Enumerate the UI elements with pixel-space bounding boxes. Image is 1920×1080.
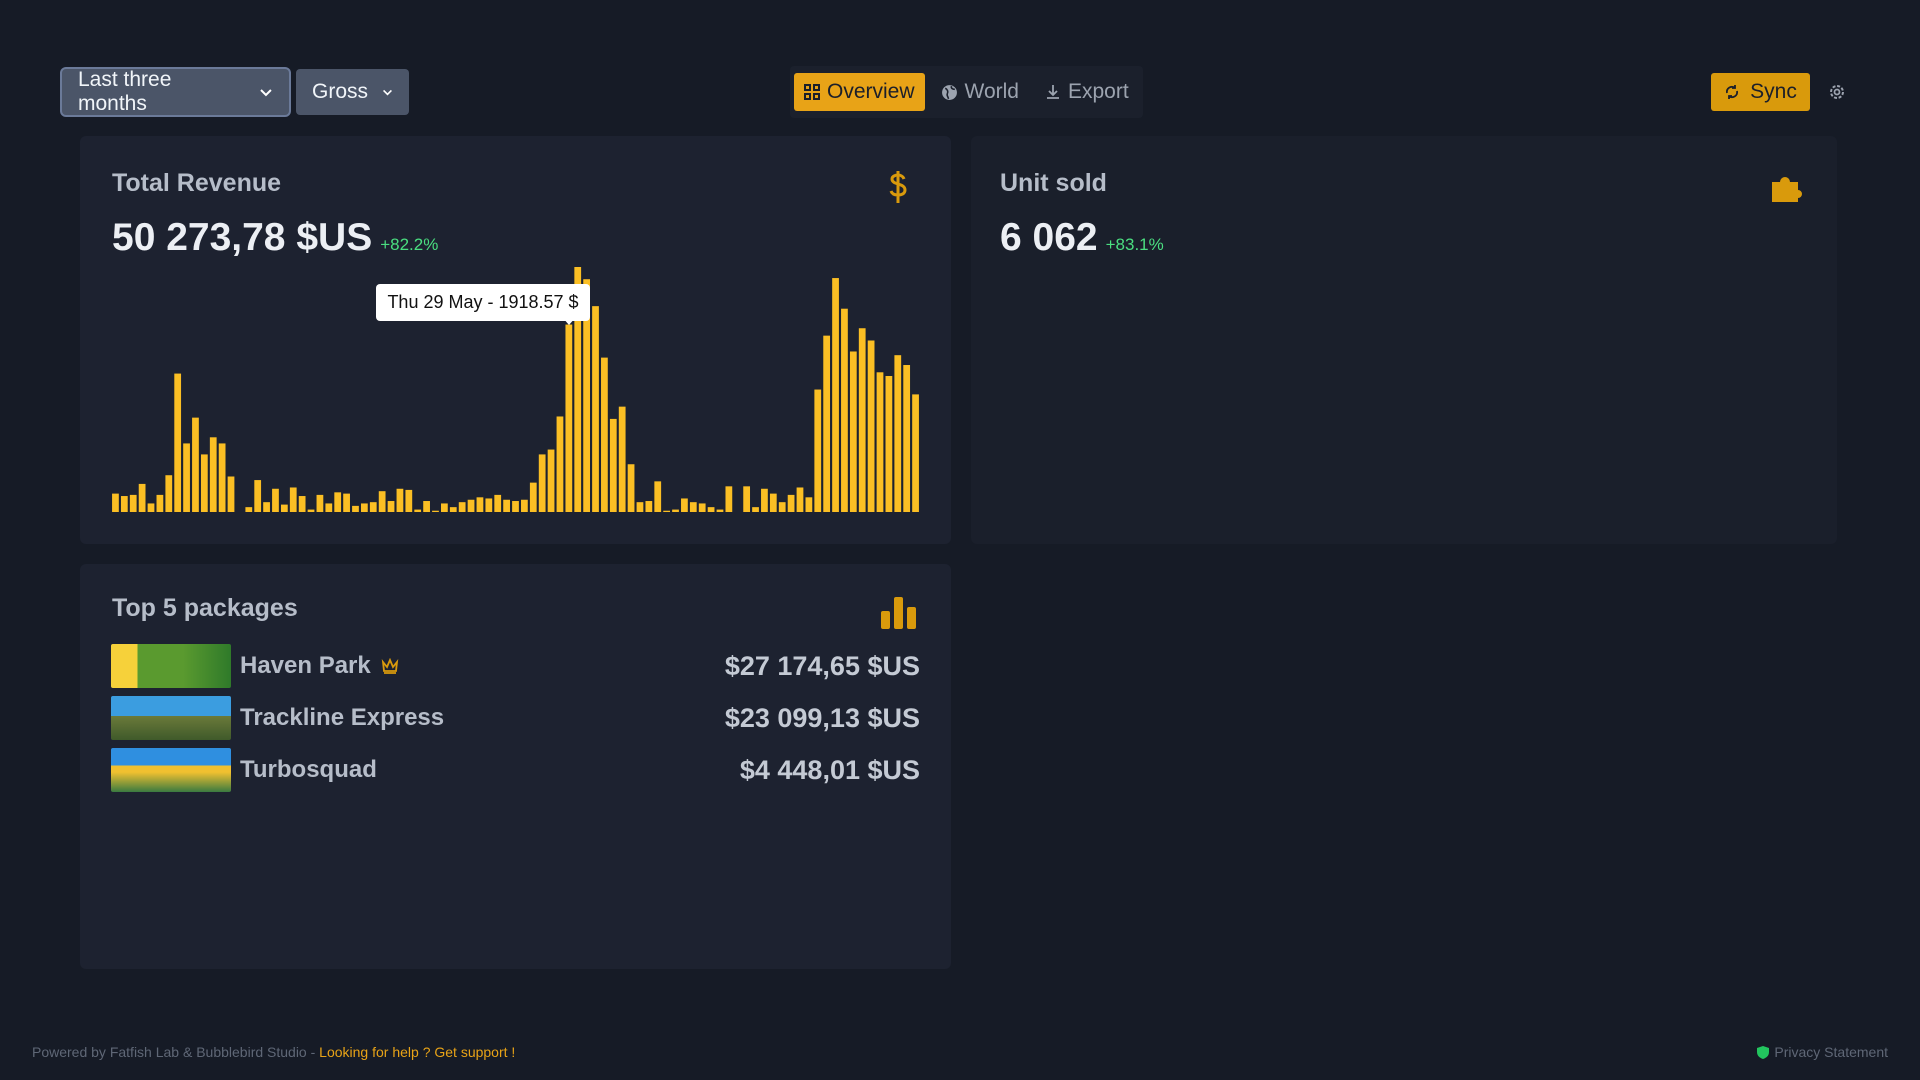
settings-icon[interactable] [1827, 82, 1847, 102]
puzzle-icon [1772, 177, 1802, 202]
package-name: Trackline Express [240, 704, 445, 731]
tab-export[interactable]: Export [1035, 73, 1139, 111]
change: +83.1% [1105, 235, 1164, 254]
tooltip-text: Thu 29 May - 1918.57 $ [387, 292, 579, 312]
package-row[interactable]: Trackline Express $23 099,13 $US [111, 696, 920, 740]
chevron [383, 89, 392, 96]
chevron [260, 89, 272, 97]
period-dropdown[interactable]: Last three months [62, 68, 289, 115]
shield-icon [1757, 1045, 1770, 1059]
card-total: 50 273,78 $US +82.2% [112, 216, 438, 260]
revenue-card: Total Revenue 50 273,78 $US +82.2% [80, 136, 951, 544]
sync-label: Sync [1750, 80, 1797, 103]
card-title: Top 5 packages [112, 594, 298, 622]
change: +82.2% [380, 235, 439, 254]
tab-label: Overview [827, 80, 915, 103]
package-name: Haven Park [240, 652, 399, 680]
package-row[interactable]: Haven Park $27 174,65 $US [111, 644, 920, 688]
package-thumbnail [111, 696, 231, 740]
crown-icon [381, 658, 398, 674]
package-row[interactable]: Turbosquad $4 448,01 $US [111, 748, 920, 792]
grid-icon [804, 84, 820, 100]
download-icon [1047, 85, 1059, 99]
tab-label: Export [1068, 80, 1129, 103]
privacy-link[interactable]: Privacy Statement [1757, 1044, 1888, 1060]
package-value: $27 174,65 $US [724, 650, 920, 681]
metric-label: Gross [312, 80, 369, 103]
package-name: Turbosquad [240, 756, 377, 783]
package-value: $23 099,13 $US [724, 702, 920, 733]
tab-label: World [964, 80, 1019, 103]
globe-icon [941, 84, 957, 100]
powered-by: Powered by Fatfish Lab & Bubblebird Stud… [32, 1044, 316, 1060]
bar-chart-icon [881, 597, 916, 629]
sync-button[interactable]: Sync [1711, 73, 1810, 111]
card-total: 6 062 +83.1% [1000, 216, 1164, 260]
total-value: 50 273,78 $US [112, 216, 373, 259]
footer-left: Powered by Fatfish Lab & Bubblebird Stud… [32, 1044, 515, 1060]
package-name-text: Haven Park [240, 652, 371, 679]
package-thumbnail [111, 748, 231, 792]
card-title: Total Revenue [112, 169, 282, 197]
tooltip: Thu 29 May - 1918.57 $ [376, 284, 590, 325]
tab-overview[interactable]: Overview [794, 73, 925, 111]
packages-card: Top 5 packages Haven Park $27 174,65 $US … [80, 564, 951, 969]
package-value: $4 448,01 $US [739, 754, 920, 785]
card-title: Unit sold [1000, 169, 1107, 197]
support-link[interactable]: Looking for help ? Get support ! [319, 1044, 516, 1060]
sync-icon [1726, 85, 1739, 99]
tab-group: Overview World Export [790, 66, 1143, 118]
total-value: 6 062 [1000, 216, 1098, 259]
metric-dropdown[interactable]: Gross [296, 69, 409, 115]
privacy-text: Privacy Statement [1774, 1044, 1888, 1060]
dollar-icon [889, 171, 907, 203]
tooltip-arrow [563, 318, 575, 325]
units-card: Unit sold 6 062 +83.1% [971, 136, 1837, 544]
package-thumbnail [111, 644, 231, 688]
period-label: Last three months [78, 68, 172, 115]
tab-world[interactable]: World [931, 73, 1029, 111]
